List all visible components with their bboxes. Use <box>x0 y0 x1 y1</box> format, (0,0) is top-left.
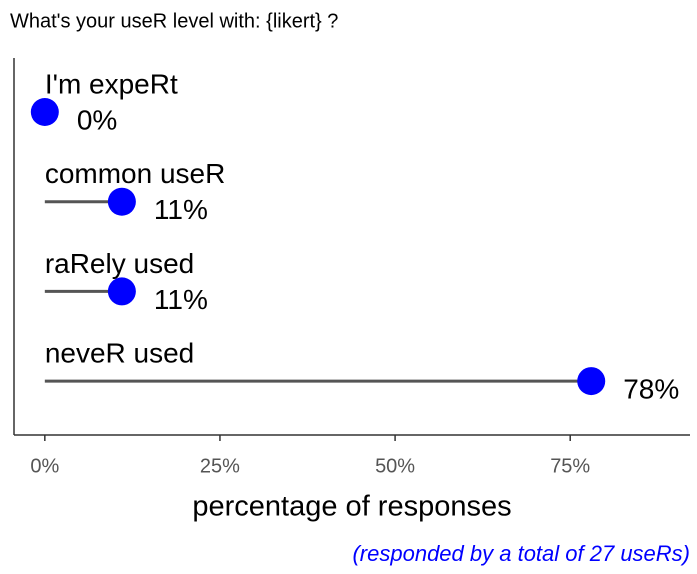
caption: (responded by a total of 27 useRs) <box>352 541 690 566</box>
dot <box>107 277 136 306</box>
x-tick-label: 50% <box>375 455 415 477</box>
dot <box>30 98 59 126</box>
value-label: 11% <box>154 194 208 225</box>
value-label: 11% <box>154 284 208 315</box>
x-tick-label: 75% <box>550 455 590 477</box>
category-label: neveR used <box>45 337 194 368</box>
chart-title: What's your useR level with: {likert} ? <box>10 10 338 32</box>
dot <box>577 367 606 396</box>
category-label: common useR <box>45 158 226 189</box>
category-label: I'm expeRt <box>45 68 178 99</box>
x-tick-label: 25% <box>200 455 240 477</box>
value-label: 0% <box>77 104 117 135</box>
value-label: 78% <box>623 373 679 404</box>
dot <box>107 187 136 216</box>
x-tick-label: 0% <box>30 455 59 477</box>
category-label: raRely used <box>45 248 194 279</box>
x-axis-title: percentage of responses <box>192 491 511 523</box>
